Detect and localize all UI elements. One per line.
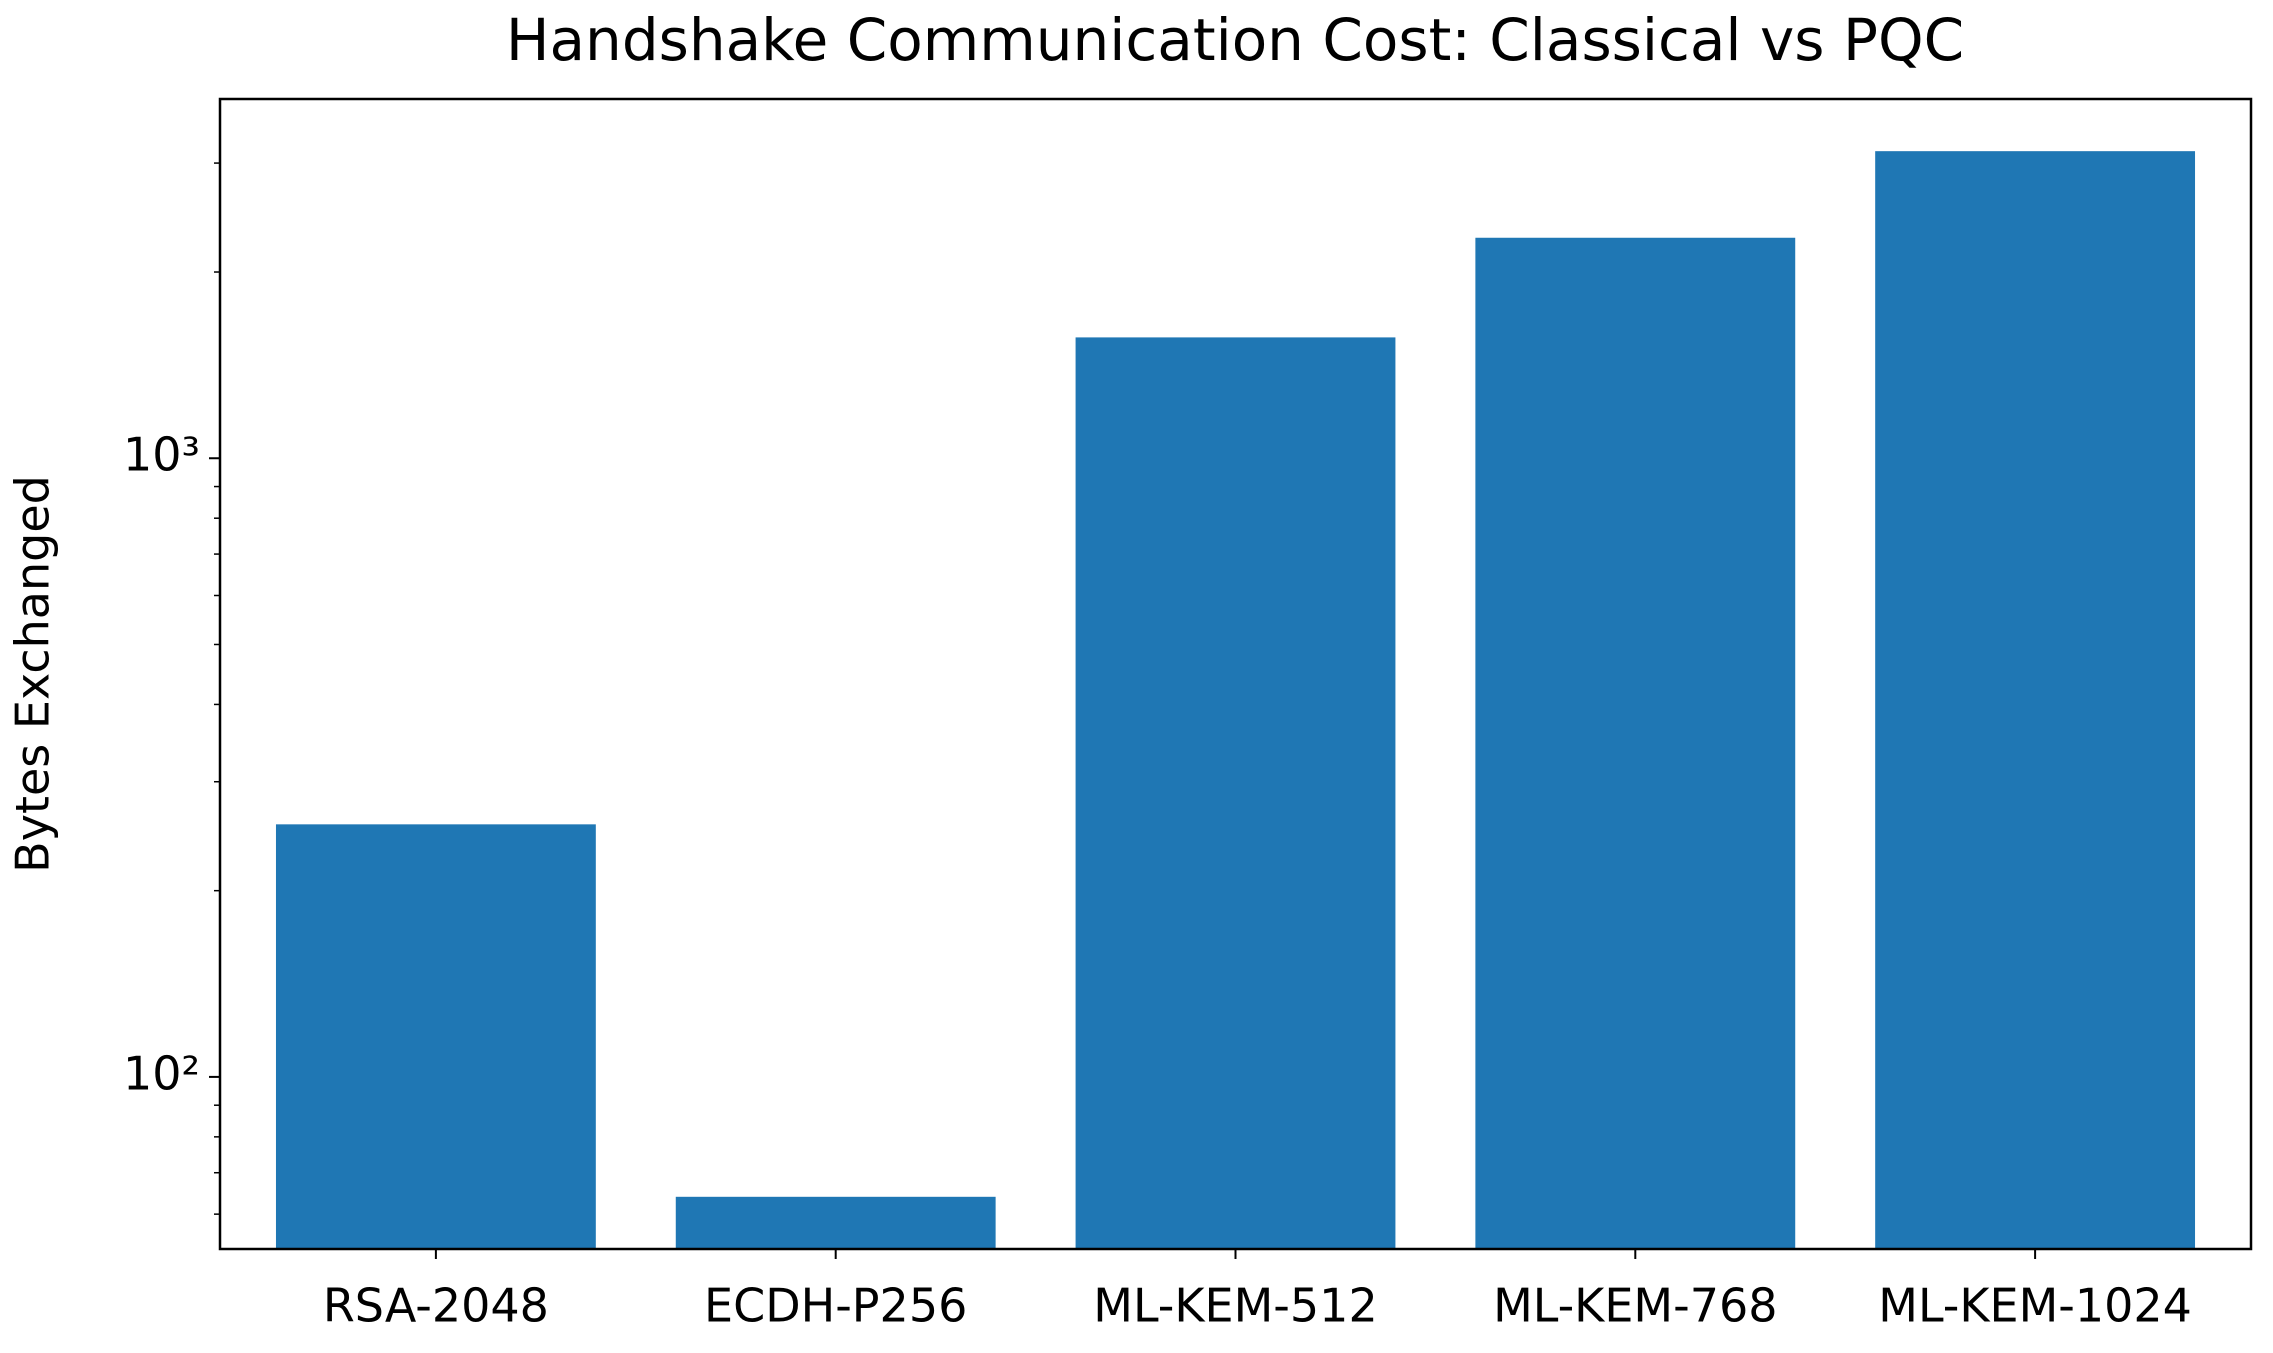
x-tick-label: ML-KEM-768 bbox=[1493, 1279, 1777, 1333]
chart-title: Handshake Communication Cost: Classical … bbox=[506, 6, 1964, 74]
y-tick-label: 10³ bbox=[123, 428, 200, 482]
y-tick-label: 10² bbox=[123, 1046, 200, 1100]
x-tick-label: ML-KEM-1024 bbox=[1878, 1279, 2192, 1333]
bar bbox=[275, 824, 596, 1249]
x-tick-label: RSA-2048 bbox=[323, 1279, 549, 1333]
x-tick-label: ML-KEM-512 bbox=[1093, 1279, 1377, 1333]
y-axis-label: Bytes Exchanged bbox=[6, 475, 60, 873]
bar bbox=[1875, 151, 2196, 1249]
x-tick-label: ECDH-P256 bbox=[704, 1279, 967, 1333]
plot-frame bbox=[218, 97, 2253, 1251]
bar bbox=[1475, 237, 1796, 1249]
bar bbox=[1075, 337, 1396, 1249]
bar bbox=[675, 1196, 996, 1249]
